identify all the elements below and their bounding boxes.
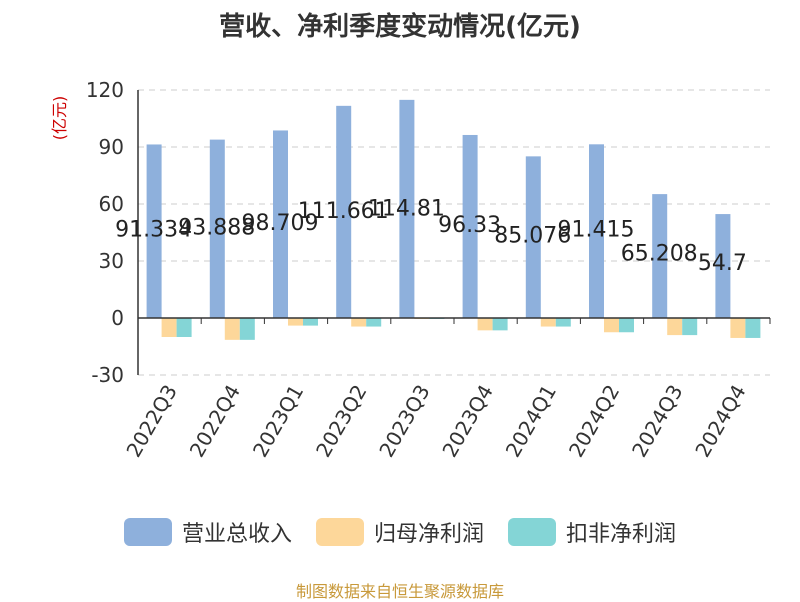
y-tick-label: 90 [99, 135, 124, 159]
bar-revenue [589, 144, 604, 318]
x-tick-label: 2023Q1 [248, 381, 308, 462]
legend-swatch-deducted-profit [508, 518, 556, 546]
bar-revenue [336, 105, 352, 318]
bar-deducted-profit [303, 318, 318, 326]
x-tick-label: 2024Q4 [690, 381, 750, 462]
y-tick-label: 60 [99, 192, 124, 216]
bar-net-profit [161, 318, 177, 337]
legend-swatch-net-profit [315, 518, 364, 546]
y-tick-label: -30 [91, 363, 124, 387]
bar-deducted-profit [239, 318, 255, 340]
bar-revenue [715, 214, 731, 318]
x-tick-label: 2022Q4 [185, 381, 245, 462]
data-source-note: 制图数据来自恒生聚源数据库 [295, 582, 504, 601]
legend-item-net-profit[interactable]: 归母净利润 [315, 516, 484, 548]
x-tick-label: 2024Q3 [627, 381, 687, 462]
data-label-revenue: 93.888 [178, 215, 255, 240]
chart-title: 营收、净利季度变动情况(亿元) [219, 12, 581, 42]
bar-net-profit [224, 318, 240, 340]
bar-deducted-profit [555, 318, 571, 327]
bar-revenue [652, 194, 668, 318]
data-label-revenue: 96.33 [438, 213, 501, 238]
bar-net-profit [667, 318, 683, 336]
data-label-revenue: 91.334 [115, 218, 192, 243]
legend-item-revenue[interactable]: 营业总收入 [123, 516, 292, 548]
x-tick-label: 2023Q4 [437, 380, 497, 461]
y-tick-label: 30 [99, 249, 124, 273]
legend-label-revenue: 营业总收入 [181, 522, 292, 547]
bar-revenue [209, 139, 225, 318]
bar-deducted-profit [682, 318, 698, 336]
bar-revenue [146, 144, 162, 318]
data-label-revenue: 85.076 [494, 223, 571, 248]
x-tick-label: 2024Q1 [501, 381, 561, 462]
y-tick-label: 0 [111, 306, 124, 330]
legend: 营业总收入 归母净利润 扣非净利润 [0, 516, 800, 548]
data-label-revenue: 91.415 [558, 218, 635, 243]
bar-net-profit [288, 318, 303, 326]
bar-net-profit [730, 318, 746, 338]
bar-deducted-profit [176, 318, 192, 337]
bar-deducted-profit [366, 318, 382, 327]
data-label-revenue: 98.709 [242, 211, 319, 236]
bar-revenue [525, 156, 541, 318]
data-label-revenue: 54.7 [698, 251, 747, 276]
legend-swatch-revenue [123, 518, 172, 546]
data-label-revenue: 114.81 [368, 196, 445, 221]
bar-deducted-profit [745, 318, 761, 338]
data-label-revenue: 111.661 [298, 199, 389, 224]
bar-revenue [462, 134, 478, 318]
legend-label-deducted-profit: 扣非净利润 [566, 522, 677, 547]
x-tick-label: 2022Q3 [121, 381, 181, 462]
bar-net-profit [540, 318, 556, 327]
bar-net-profit [351, 318, 367, 327]
legend-item-deducted-profit[interactable]: 扣非净利润 [508, 516, 676, 548]
bar-revenue [399, 99, 415, 319]
x-tick-label: 2024Q2 [564, 381, 624, 462]
bar-net-profit [604, 318, 619, 333]
data-label-revenue: 65.208 [621, 242, 698, 267]
y-tick-label: 120 [86, 78, 124, 102]
bar-revenue [273, 130, 288, 318]
bar-deducted-profit [492, 318, 508, 331]
x-tick-label: 2023Q2 [311, 381, 371, 462]
x-tick-label: 2023Q3 [374, 381, 434, 462]
legend-label-net-profit: 归母净利润 [373, 522, 484, 547]
bar-net-profit [477, 318, 493, 331]
bar-deducted-profit [619, 318, 634, 333]
